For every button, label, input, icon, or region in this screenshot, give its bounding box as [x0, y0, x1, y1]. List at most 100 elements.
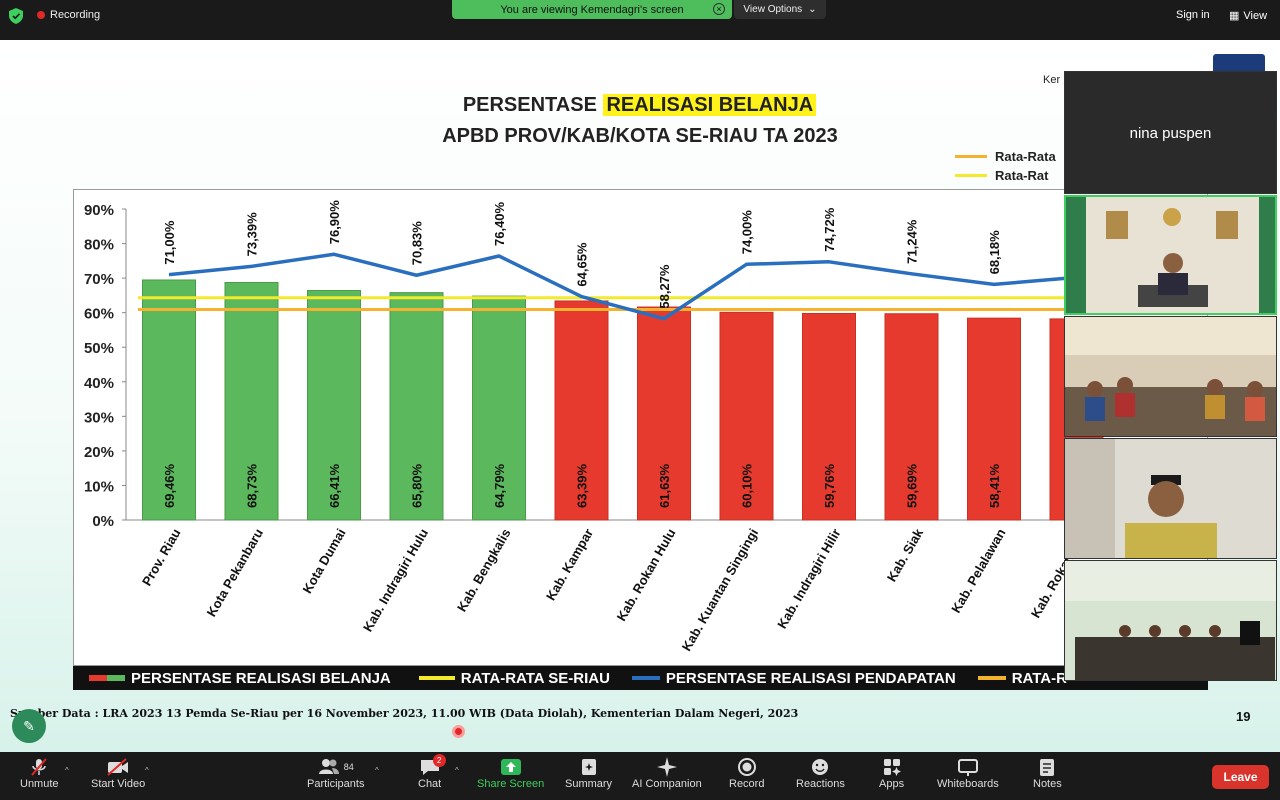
audio-options-caret-icon[interactable]: ^ [65, 766, 69, 775]
video-off-icon [106, 756, 130, 778]
reactions-button[interactable]: Reactions [796, 756, 845, 790]
participant-name: nina puspen [1065, 72, 1276, 193]
pointer-dot [452, 725, 465, 738]
legend-item-belanja: PERSENTASE REALISASI BELANJA [89, 670, 391, 687]
chat-caret-icon[interactable]: ^ [455, 766, 459, 775]
video-tile-meeting-room[interactable] [1064, 560, 1277, 681]
category-label: Kab. Kuantan Singingi [679, 526, 761, 654]
annotate-pen-button[interactable]: ✎ [12, 709, 46, 743]
bar-value-label: 64,79% [492, 463, 507, 508]
whiteboards-button[interactable]: Whiteboards [937, 756, 999, 790]
record-button[interactable]: Record [729, 756, 764, 790]
bar-value-label: 63,39% [575, 463, 590, 508]
bar [637, 306, 691, 521]
close-icon[interactable]: × [713, 3, 725, 15]
y-tick-label: 90% [84, 202, 114, 219]
legend-item-rata-cut: RATA-R [977, 670, 1067, 687]
sign-in-button[interactable]: Sign in [1176, 9, 1210, 21]
apps-icon [882, 756, 902, 778]
view-options-label: View Options [743, 4, 803, 15]
bar-value-label: 65,80% [410, 463, 425, 508]
video-tile-room[interactable] [1064, 316, 1277, 437]
grid-icon: ▦ [1229, 10, 1240, 22]
apps-button[interactable]: Apps [879, 756, 904, 790]
pendapatan-line [168, 252, 1077, 321]
unmute-button[interactable]: Unmute [20, 756, 59, 790]
kemendagri-logo [1213, 54, 1265, 76]
speaker-video [1066, 197, 1275, 313]
chat-icon: 2 [419, 754, 446, 778]
bar-value-label: 60,10% [740, 463, 755, 508]
participants-count: 84 [343, 762, 354, 772]
chat-label: Chat [418, 778, 442, 790]
summary-button[interactable]: Summary [565, 756, 612, 790]
sparkle-icon [656, 756, 678, 778]
bar [884, 313, 939, 521]
microphone-muted-icon [29, 756, 49, 778]
shield-icon[interactable] [9, 8, 23, 24]
ai-companion-label: AI Companion [632, 778, 702, 790]
bar [142, 279, 196, 521]
legend-line-orange [955, 155, 987, 158]
data-source-note: Sumber Data : LRA 2023 13 Pemda Se-Riau … [10, 707, 799, 720]
share-screen-icon [500, 756, 522, 778]
y-tick-label: 20% [84, 444, 114, 461]
category-label: Kab. Bengkalis [454, 526, 514, 614]
y-tick-label: 0% [92, 513, 114, 530]
bar-line-chart: 90% 80% 70% 60% 50% 40% 30% 20% 10% 0% 69,46% 68,73… [84, 200, 1209, 654]
participants-button[interactable]: 84 Participants [307, 756, 364, 790]
start-video-label: Start Video [91, 778, 146, 790]
legend-swatch-orange [977, 676, 1006, 680]
bar-value-label: 59,76% [822, 463, 837, 508]
meeting-room-video [1065, 561, 1276, 680]
y-tick-label: 50% [84, 340, 114, 357]
chart-legend: PERSENTASE REALISASI BELANJA RATA-RATA S… [73, 666, 1208, 690]
bar [389, 292, 444, 521]
legend-swatch-bars [89, 675, 125, 681]
legend-label-belanja: PERSENTASE REALISASI BELANJA [131, 669, 391, 687]
legend-item-pendapatan: PERSENTASE REALISASI PENDAPATAN [631, 670, 956, 687]
start-video-button[interactable]: Start Video [91, 756, 145, 790]
title-highlight: REALISASI BELANJA [603, 94, 817, 116]
legend-swatch-yellow [418, 676, 455, 680]
bar-value-label: 61,63% [657, 463, 672, 508]
room-video [1065, 317, 1276, 436]
chevron-down-icon: ⌄ [808, 4, 817, 15]
video-tile-speaker[interactable] [1064, 195, 1277, 315]
apps-label: Apps [879, 778, 905, 790]
notes-icon [1038, 756, 1056, 778]
line-value-label: 70,83% [410, 221, 425, 266]
line-value-label: 76,90% [327, 200, 342, 245]
video-tile-person[interactable] [1064, 438, 1277, 559]
participants-caret-icon[interactable]: ^ [375, 766, 379, 775]
title-prefix: PERSENTASE [462, 94, 597, 116]
view-button[interactable]: ▦ View [1229, 9, 1267, 23]
bar [719, 311, 774, 521]
person-video [1065, 439, 1276, 558]
view-options-button[interactable]: View Options ⌄ [734, 0, 826, 19]
line-value-label: 71,00% [162, 220, 177, 265]
category-label: Prov. Riau [139, 526, 184, 588]
mini-legend-item: Rata-Rata [955, 147, 1056, 166]
video-tile-nina[interactable]: nina puspen [1064, 71, 1277, 194]
video-options-caret-icon[interactable]: ^ [145, 766, 149, 775]
reactions-label: Reactions [796, 778, 845, 790]
whiteboards-label: Whiteboards [937, 778, 999, 790]
category-label: Kab. Rokan Hulu [614, 526, 679, 624]
y-tick-label: 40% [84, 375, 114, 392]
ai-companion-button[interactable]: AI Companion [632, 756, 702, 790]
summary-label: Summary [565, 778, 613, 790]
chart-area: 90% 80% 70% 60% 50% 40% 30% 20% 10% 0% 69,46% 68,73… [73, 189, 1209, 666]
slide-page-number: 19 [1236, 709, 1251, 724]
recording-indicator[interactable]: Recording [37, 9, 100, 21]
leave-button[interactable]: Leave [1212, 765, 1269, 789]
viewing-banner: You are viewing Kemendagri's screen × [452, 0, 732, 19]
category-label: Kab. Siak [884, 525, 927, 584]
notes-button[interactable]: Notes [1033, 756, 1062, 790]
share-screen-button[interactable]: Share Screen [477, 756, 544, 790]
chat-button[interactable]: 2 Chat [418, 754, 446, 790]
category-label: Kab. Pelalawan [948, 526, 1008, 616]
share-screen-label: Share Screen [477, 778, 545, 790]
chat-badge: 2 [432, 754, 446, 767]
category-label: Kota Pekanbaru [204, 526, 267, 619]
